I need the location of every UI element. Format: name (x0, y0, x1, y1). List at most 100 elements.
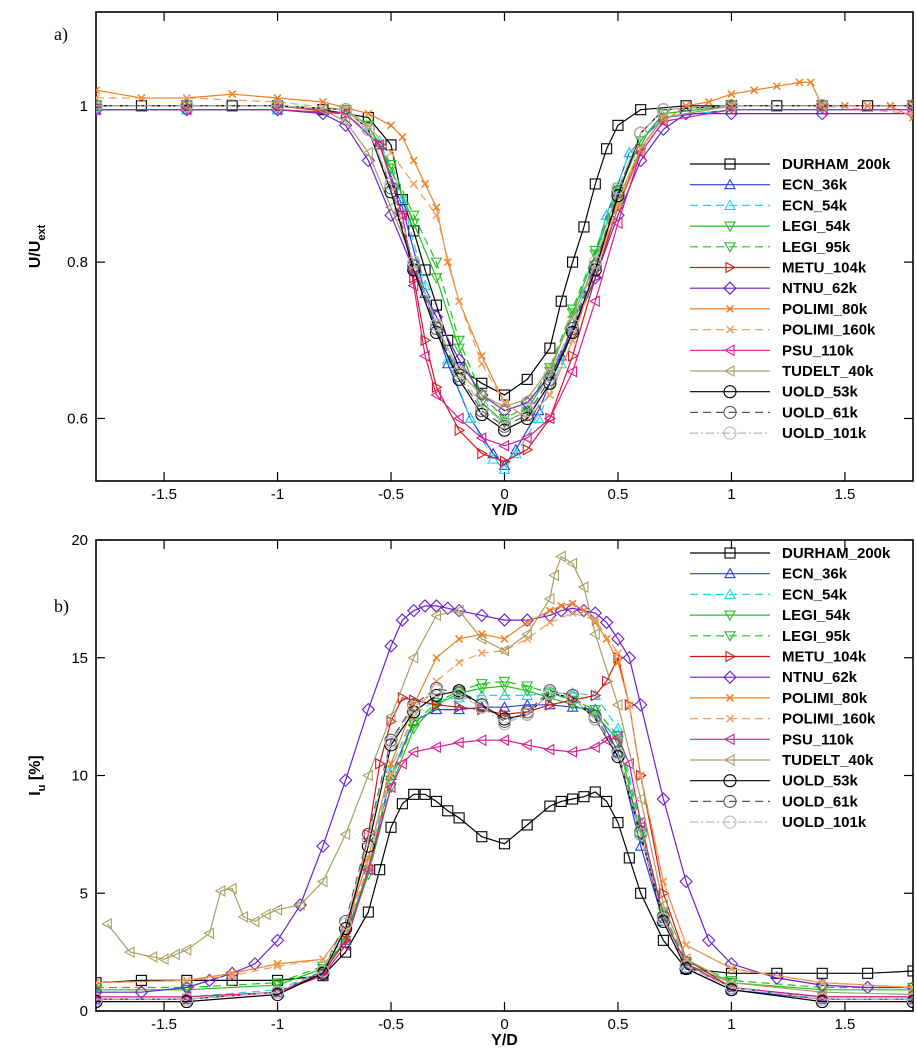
data-point-uold-101k (452, 688, 466, 702)
panel-a: -1.5 -1 -0.5 0 0.5 1 1.5 0.6 0.8 1 Y/D U/Uext a) DURH… (27, 11, 914, 519)
data-point-durham-200k (498, 389, 511, 401)
data-point-ecn-54k (441, 353, 454, 365)
data-point-metu-104k (420, 334, 432, 347)
legend-marker-uold-61k (723, 405, 737, 419)
data-point-uold-53k (497, 423, 512, 437)
data-point-polimi-80k (455, 634, 464, 643)
data-point-durham-200k (419, 788, 431, 800)
data-point-ntnu-62k (248, 957, 262, 971)
data-point-polimi-160k (818, 978, 827, 987)
legend-label-polimi-160k: POLIMI_160k (782, 322, 876, 339)
legend-marker-legi-54k (724, 610, 736, 622)
legend-marker-legi-54k (724, 221, 736, 233)
data-point-psu-110k (407, 279, 419, 292)
data-point-legi-54k (475, 683, 488, 695)
x-tick-label: -1 (271, 486, 284, 503)
data-point-ntnu-62k (384, 208, 398, 223)
legend-label-durham-200k: DURHAM_200k (782, 156, 891, 173)
data-point-polimi-160k (409, 179, 418, 188)
data-point-uold-101k (96, 992, 103, 1006)
data-point-uold-101k (497, 415, 512, 429)
data-point-uold-53k (429, 325, 443, 340)
data-point-polimi-160k (386, 148, 396, 157)
y-tick-label: 15 (71, 650, 88, 667)
data-point-tudelt-40k (498, 644, 510, 657)
data-point-uold-61k (429, 322, 443, 336)
data-point-uold-101k (96, 99, 103, 113)
data-point-metu-104k (386, 715, 398, 728)
legend: DURHAM_200k ECN_36k ECN_54k LEGI_54k LEGI_95… (690, 156, 891, 442)
data-point-tudelt-40k (430, 609, 441, 622)
data-point-ntnu-62k (440, 601, 455, 616)
data-point-ecn-36k (555, 349, 568, 361)
data-point-uold-101k (588, 712, 602, 726)
panel-label: b) (54, 596, 69, 617)
data-point-psu-110k (362, 863, 373, 876)
data-point-ntnu-62k (361, 153, 376, 168)
data-point-tudelt-40k (657, 111, 668, 124)
data-point-uold-101k (452, 365, 466, 379)
data-point-legi-95k (430, 257, 443, 269)
data-point-ecn-36k (566, 701, 579, 712)
legend-marker-uold-53k (723, 385, 737, 399)
data-point-tudelt-40k (146, 950, 158, 963)
data-point-tudelt-40k (634, 793, 646, 805)
legend-label-ecn-54k: ECN_54k (782, 586, 848, 603)
data-point-legi-54k (407, 218, 420, 230)
legend-marker-durham-200k (724, 158, 736, 170)
data-point-tudelt-40k (260, 908, 271, 921)
legend-marker-polimi-160k (725, 714, 735, 723)
data-point-polimi-160k (727, 964, 736, 973)
data-point-tudelt-40k (203, 927, 215, 940)
data-point-tudelt-40k (271, 903, 283, 916)
data-point-ntnu-62k (656, 792, 671, 806)
x-tick-label: -1.5 (151, 486, 177, 503)
data-point-uold-101k (634, 126, 648, 140)
data-point-ecn-54k (612, 722, 624, 733)
data-point-uold-101k (180, 99, 194, 113)
data-point-tudelt-40k (589, 628, 600, 641)
legend-label-uold-101k: UOLD_101k (782, 425, 867, 442)
series-line-ntnu-62k (96, 605, 913, 993)
data-point-polimi-160k (908, 983, 913, 992)
data-point-durham-200k (385, 821, 397, 833)
data-point-polimi-160k (682, 941, 691, 950)
data-point-psu-110k (452, 412, 464, 425)
data-point-psu-110k (543, 743, 555, 756)
data-point-tudelt-40k (634, 142, 646, 155)
data-point-metu-104k (590, 689, 602, 702)
legend-label-uold-53k: UOLD_53k (782, 384, 859, 401)
data-point-polimi-80k (421, 179, 430, 188)
data-point-uold-101k (339, 917, 353, 931)
data-point-uold-101k (611, 181, 625, 195)
data-point-legi-95k (362, 120, 375, 132)
data-point-durham-200k (623, 852, 635, 864)
data-point-psu-110k (589, 295, 600, 308)
data-point-ecn-54k (396, 193, 409, 205)
legend-marker-polimi-80k (725, 693, 735, 702)
data-point-polimi-160k (455, 297, 464, 306)
data-point-durham-200k (555, 295, 567, 307)
data-point-ntnu-62k (406, 603, 421, 618)
data-point-metu-104k (431, 698, 443, 711)
data-point-tudelt-40k (339, 828, 351, 841)
legend-label-uold-61k: UOLD_61k (782, 404, 859, 421)
data-point-legi-54k (96, 985, 102, 996)
data-point-polimi-80k (96, 86, 101, 95)
legend-label-metu-104k: METU_104k (782, 649, 867, 666)
data-point-uold-101k (656, 103, 670, 117)
data-point-metu-104k (545, 698, 557, 711)
data-point-durham-200k (521, 373, 533, 385)
data-point-uold-101k (906, 99, 913, 113)
data-point-durham-200k (612, 119, 624, 131)
data-point-legi-95k (475, 679, 488, 690)
data-point-durham-200k (430, 795, 442, 807)
data-point-uold-61k (497, 419, 512, 433)
data-point-ntnu-62k (588, 270, 603, 285)
data-point-durham-200k (635, 887, 647, 899)
data-point-tudelt-40k (555, 550, 566, 563)
data-point-uold-101k (407, 255, 421, 269)
data-point-polimi-80k (613, 658, 623, 667)
data-point-polimi-80k (409, 700, 418, 709)
